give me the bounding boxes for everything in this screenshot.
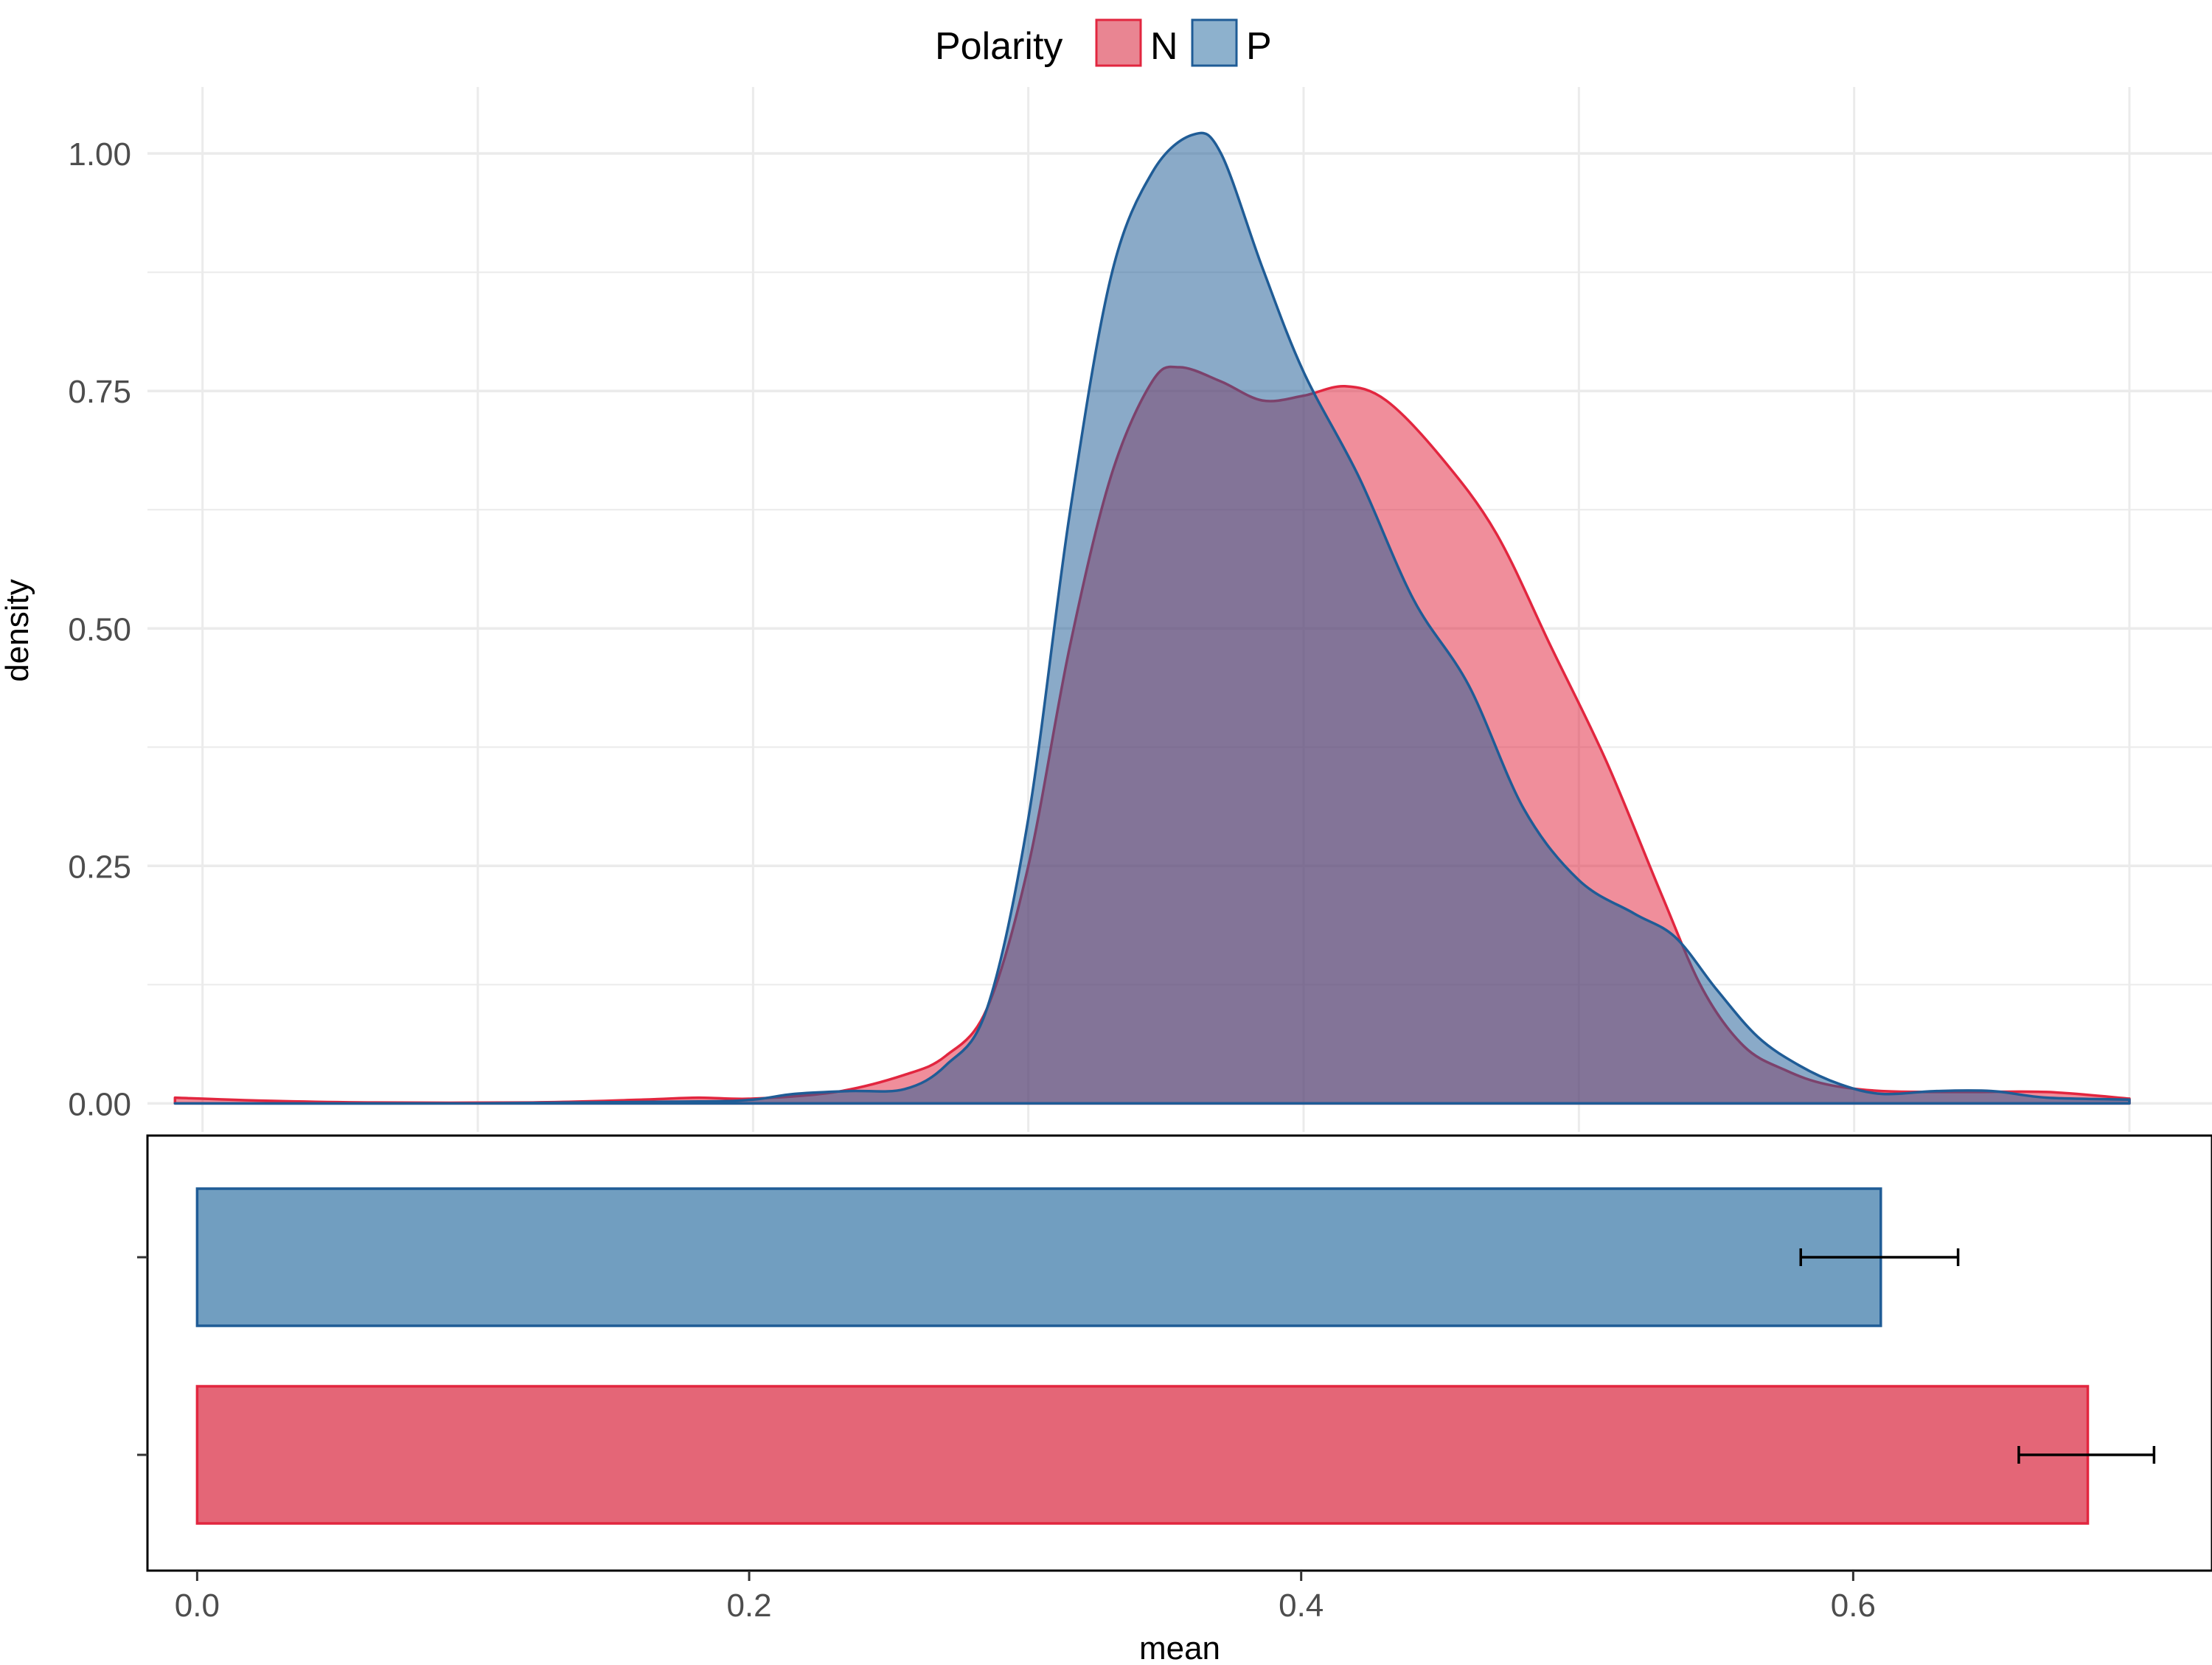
bar-panel: 0.0 0.2 0.4 0.6 mean [137,1134,2212,1665]
y-axis-title: density [0,579,35,681]
legend-title: Polarity [935,25,1062,68]
error-bar-p [1799,1248,1960,1266]
bar-xtick-label-2: 0.4 [1279,1588,1324,1624]
bar-p [195,1187,1882,1327]
density-ytick-label-2: 0.50 [68,611,131,647]
density-ytick-label-0: 0.00 [68,1086,131,1122]
bar-xtick-label-0: 0.0 [175,1588,220,1624]
bar-n [195,1385,2090,1525]
legend-key-n [1095,18,1142,67]
density-ytick-label-3: 0.75 [68,374,131,410]
bars [195,1187,2156,1525]
density-areas [173,131,2131,1105]
density-ytick-labels: 0.00 0.25 0.50 0.75 1.00 [68,136,131,1122]
bar-xtick-label-1: 0.2 [726,1588,771,1624]
legend-key-p [1191,18,1238,67]
error-bar-n [2017,1446,2156,1464]
density-ytick-label-1: 0.25 [68,849,131,885]
legend: Polarity N P [935,18,1272,68]
bar-y-ticks [137,1256,147,1456]
bar-xtick-label-3: 0.6 [1831,1588,1876,1624]
density-area-p [173,131,2131,1105]
bar-panel-frame [146,1134,2212,1572]
density-panel: 0.00 0.25 0.50 0.75 1.00 density [0,87,2212,1132]
x-axis-title: mean [1139,1630,1220,1665]
density-ytick-label-4: 1.00 [68,136,131,173]
legend-label-p: P [1246,25,1272,68]
legend-label-n: N [1150,25,1178,68]
bar-x-tick-labels: 0.0 0.2 0.4 0.6 [175,1571,1876,1624]
